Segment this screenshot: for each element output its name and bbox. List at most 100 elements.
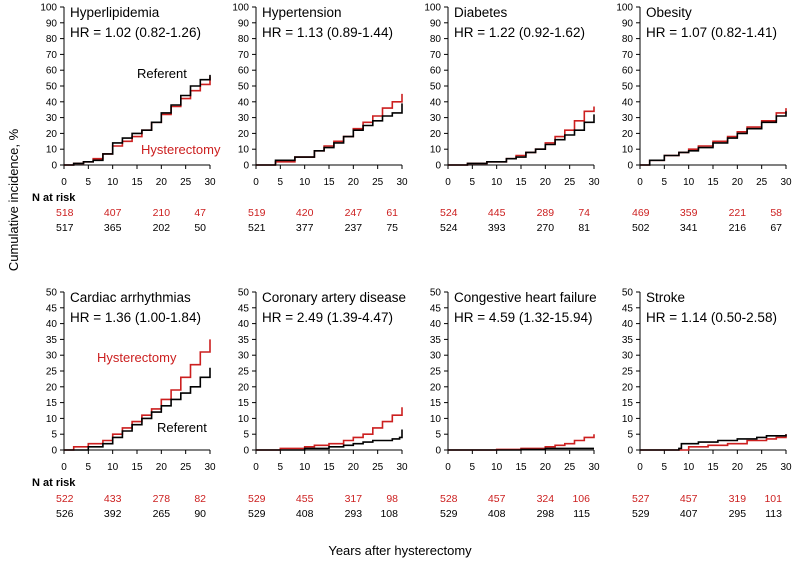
series-line-referent bbox=[640, 434, 787, 451]
y-tick-label: 20 bbox=[238, 129, 250, 140]
risk-count-referent: 341 bbox=[680, 222, 698, 234]
y-tick-label: 80 bbox=[430, 34, 442, 45]
x-tick-label: 10 bbox=[683, 177, 695, 188]
series-line-referent bbox=[64, 367, 211, 451]
risk-count-hysterectomy: 289 bbox=[537, 207, 555, 219]
risk-count-hysterectomy: 455 bbox=[296, 493, 314, 505]
x-axis-label: Years after hysterectomy bbox=[328, 543, 472, 558]
y-tick-label: 0 bbox=[435, 161, 441, 172]
y-tick-label: 50 bbox=[430, 82, 442, 93]
x-tick-label: 15 bbox=[707, 177, 719, 188]
risk-count-referent: 365 bbox=[104, 222, 122, 234]
y-tick-label: 70 bbox=[430, 50, 442, 61]
risk-count-hysterectomy: 324 bbox=[537, 493, 555, 505]
risk-count-hysterectomy: 518 bbox=[56, 207, 74, 219]
x-tick-label: 5 bbox=[86, 462, 92, 473]
series-line-referent bbox=[256, 429, 403, 451]
risk-count-referent: 115 bbox=[573, 508, 590, 520]
panel-title: Coronary artery disease bbox=[262, 290, 406, 305]
x-tick-label: 15 bbox=[515, 177, 527, 188]
risk-count-hysterectomy: 317 bbox=[345, 493, 363, 505]
y-tick-label: 40 bbox=[622, 319, 634, 330]
risk-count-referent: 75 bbox=[386, 222, 398, 234]
y-tick-label: 30 bbox=[238, 351, 250, 362]
risk-count-referent: 529 bbox=[248, 508, 266, 520]
panel-hyperlipidemia: 0 10 20 30 40 50 60 70 80 90 100 0 5 10 15 20 25 30 Hyperl… bbox=[40, 3, 221, 235]
y-tick-label: 70 bbox=[622, 50, 634, 61]
y-tick-label: 30 bbox=[430, 351, 442, 362]
y-tick-label: 20 bbox=[46, 129, 58, 140]
x-tick-label: 30 bbox=[588, 177, 600, 188]
y-tick-label: 100 bbox=[616, 3, 633, 14]
risk-count-hysterectomy: 529 bbox=[248, 493, 266, 505]
x-tick-label: 25 bbox=[180, 177, 192, 188]
risk-count-referent: 377 bbox=[296, 222, 314, 234]
risk-count-hysterectomy: 82 bbox=[194, 493, 206, 505]
y-tick-label: 0 bbox=[51, 161, 57, 172]
y-tick-label: 50 bbox=[622, 82, 634, 93]
y-tick-label: 35 bbox=[238, 335, 250, 346]
y-tick-label: 20 bbox=[430, 382, 442, 393]
y-tick-label: 10 bbox=[46, 145, 58, 156]
risk-label-bottom: N at risk bbox=[32, 477, 76, 489]
risk-count-referent: 67 bbox=[770, 222, 782, 234]
x-tick-label: 15 bbox=[707, 462, 719, 473]
y-tick-label: 40 bbox=[430, 319, 442, 330]
y-tick-label: 30 bbox=[622, 351, 634, 362]
y-tick-label: 0 bbox=[627, 446, 633, 457]
y-tick-label: 30 bbox=[238, 113, 250, 124]
y-tick-label: 5 bbox=[627, 430, 633, 441]
y-tick-label: 100 bbox=[424, 3, 441, 14]
y-tick-label: 15 bbox=[430, 398, 442, 409]
y-tick-label: 5 bbox=[243, 430, 249, 441]
y-tick-label: 0 bbox=[51, 446, 57, 457]
risk-count-hysterectomy: 528 bbox=[440, 493, 458, 505]
risk-count-hysterectomy: 420 bbox=[296, 207, 314, 219]
risk-count-referent: 293 bbox=[345, 508, 363, 520]
series-callout-hysterectomy: Hysterectomy bbox=[141, 142, 221, 157]
risk-count-hysterectomy: 524 bbox=[440, 207, 458, 219]
y-tick-label: 60 bbox=[46, 66, 58, 77]
x-tick-label: 15 bbox=[131, 177, 143, 188]
risk-count-referent: 50 bbox=[194, 222, 206, 234]
y-tick-label: 50 bbox=[46, 82, 58, 93]
panel-hypertension: 0 10 20 30 40 50 60 70 80 90 100 0 5 10 15 20 25 30 Hypert… bbox=[232, 3, 408, 235]
series-line-referent bbox=[448, 114, 595, 166]
panel-diabetes: 0 10 20 30 40 50 60 70 80 90 100 0 5 10 15 20 25 30 Diabet… bbox=[424, 3, 600, 235]
x-tick-label: 0 bbox=[445, 462, 451, 473]
y-tick-label: 40 bbox=[46, 319, 58, 330]
x-tick-label: 5 bbox=[662, 462, 668, 473]
x-tick-label: 30 bbox=[588, 462, 600, 473]
y-tick-label: 35 bbox=[46, 335, 58, 346]
risk-count-hysterectomy: 278 bbox=[153, 493, 171, 505]
y-tick-label: 20 bbox=[238, 382, 250, 393]
y-tick-label: 25 bbox=[238, 367, 250, 378]
risk-count-referent: 524 bbox=[440, 222, 458, 234]
y-tick-label: 20 bbox=[46, 382, 58, 393]
x-tick-label: 15 bbox=[515, 462, 527, 473]
y-tick-label: 50 bbox=[622, 288, 634, 299]
y-tick-label: 45 bbox=[238, 303, 250, 314]
x-tick-label: 10 bbox=[491, 177, 503, 188]
x-tick-label: 30 bbox=[780, 462, 792, 473]
y-tick-label: 0 bbox=[243, 161, 249, 172]
panel-stroke: 0 5 10 15 20 25 30 35 40 45 50 0 5 10 15 20 25 30 Stroke HR… bbox=[622, 288, 792, 521]
x-tick-label: 0 bbox=[637, 177, 643, 188]
risk-count-hysterectomy: 519 bbox=[248, 207, 266, 219]
risk-count-referent: 81 bbox=[578, 222, 590, 234]
y-tick-label: 5 bbox=[51, 430, 57, 441]
y-tick-label: 15 bbox=[622, 398, 634, 409]
panel-title: Cardiac arrhythmias bbox=[70, 290, 191, 305]
y-tick-label: 60 bbox=[622, 66, 634, 77]
risk-count-hysterectomy: 58 bbox=[770, 207, 782, 219]
risk-count-hysterectomy: 433 bbox=[104, 493, 122, 505]
y-tick-label: 0 bbox=[243, 446, 249, 457]
y-tick-label: 30 bbox=[46, 351, 58, 362]
risk-count-hysterectomy: 61 bbox=[386, 207, 398, 219]
risk-count-referent: 90 bbox=[194, 508, 206, 520]
risk-count-hysterectomy: 319 bbox=[729, 493, 747, 505]
panel-cardiac-arrhythmias: 0 5 10 15 20 25 30 35 40 45 50 0 5 10 15 20 25 30 Cardiac … bbox=[46, 288, 216, 521]
y-axis-label: Cumulative incidence, % bbox=[6, 128, 21, 271]
panel-title: Hyperlipidemia bbox=[70, 5, 160, 20]
